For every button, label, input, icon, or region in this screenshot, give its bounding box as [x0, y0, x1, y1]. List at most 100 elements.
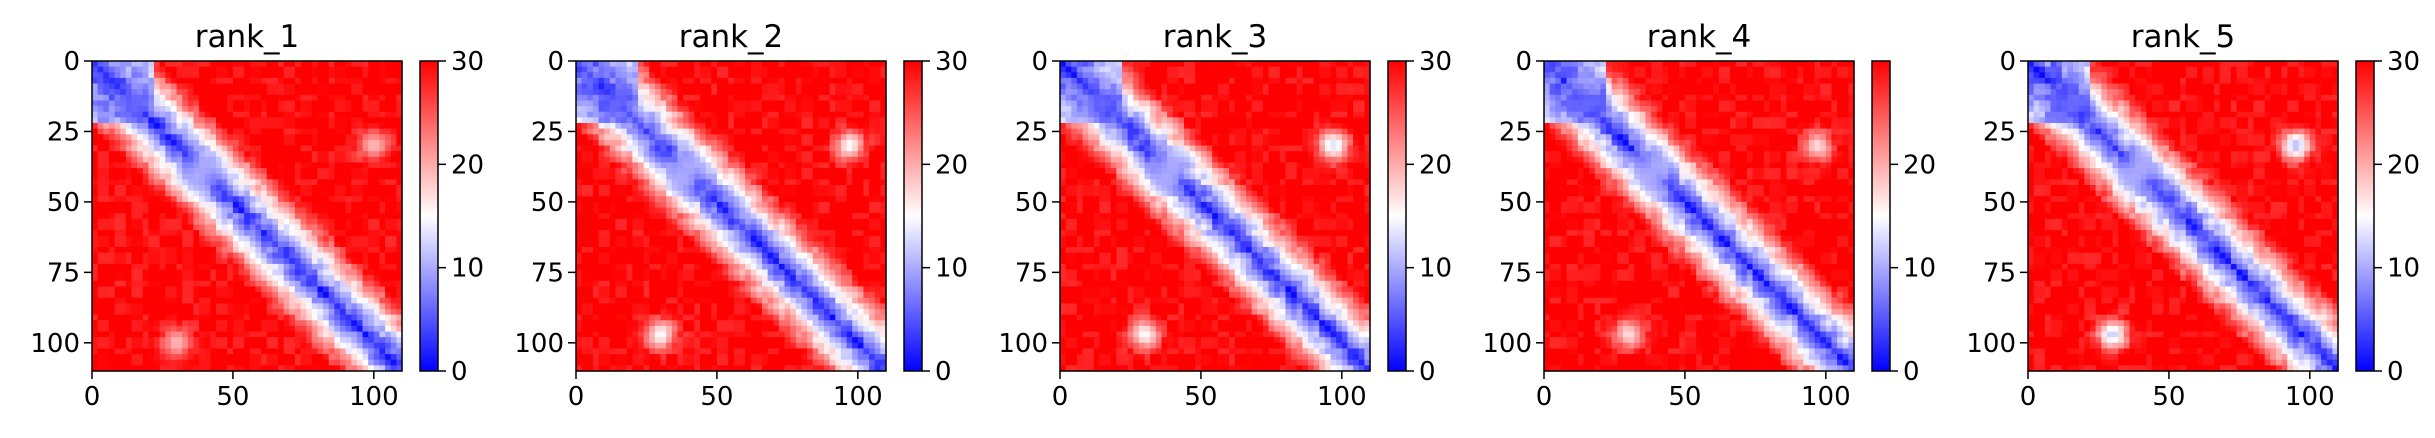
heatmap-cell: [266, 117, 273, 124]
heatmap-cell: [846, 156, 853, 164]
heatmap-cell: [148, 66, 155, 73]
y-tick-label: 100: [30, 329, 80, 359]
heatmap-cell: [193, 190, 200, 197]
heatmap-cell: [255, 359, 262, 366]
heatmap-cell: [716, 83, 724, 90]
heatmap-cell: [255, 179, 262, 186]
heatmap-cell: [148, 337, 155, 344]
heatmap-cell: [621, 252, 628, 259]
heatmap-cell: [385, 354, 392, 361]
heatmap-cell: [711, 106, 718, 113]
heatmap-cell: [289, 342, 296, 350]
heatmap-cell: [97, 201, 104, 209]
heatmap-cell: [244, 325, 251, 333]
heatmap-cell: [216, 117, 223, 124]
heatmap-cell: [334, 309, 341, 316]
heatmap-cell: [722, 94, 729, 102]
heatmap-cell: [182, 151, 189, 158]
heatmap-cell: [592, 61, 600, 68]
heatmap-cell: [249, 309, 257, 316]
heatmap-cell: [756, 241, 763, 248]
heatmap-cell: [261, 111, 268, 118]
heatmap-cell: [362, 94, 369, 102]
heatmap-cell: [187, 224, 195, 231]
heatmap-cell: [266, 207, 273, 214]
heatmap-cell: [97, 241, 104, 248]
heatmap-cell: [812, 196, 819, 203]
heatmap-cell: [728, 230, 735, 237]
heatmap-cell: [598, 173, 605, 180]
heatmap-cell: [103, 354, 110, 361]
heatmap-cell: [581, 134, 588, 141]
heatmap-cell: [829, 162, 836, 169]
heatmap-cell: [272, 280, 279, 288]
heatmap-cell: [278, 309, 285, 316]
heatmap-cell: [722, 185, 729, 192]
heatmap-cell: [863, 247, 870, 254]
heatmap-cell: [137, 230, 144, 237]
axes-frame: [91, 60, 403, 372]
heatmap-cell: [587, 117, 594, 124]
heatmap-cell: [874, 190, 881, 197]
heatmap-cell: [283, 269, 290, 276]
heatmap-cell: [351, 365, 358, 372]
heatmap-cell: [373, 342, 381, 350]
heatmap-cell: [705, 201, 712, 209]
heatmap-cell: [92, 292, 99, 299]
heatmap-cell: [390, 207, 397, 214]
heatmap-cell: [688, 66, 695, 73]
heatmap-cell: [351, 139, 358, 147]
heatmap-cell: [396, 297, 403, 304]
heatmap-cell: [108, 275, 116, 282]
heatmap-cell: [368, 173, 375, 180]
heatmap-cell: [103, 173, 110, 180]
heatmap-cell: [812, 247, 819, 254]
heatmap-cell: [705, 94, 712, 102]
heatmap-cell: [576, 201, 583, 209]
heatmap-cell: [581, 224, 588, 231]
heatmap-cell: [379, 292, 386, 299]
heatmap-cell: [300, 207, 307, 214]
heatmap-cell: [677, 123, 684, 130]
heatmap-cell: [688, 213, 695, 220]
heatmap-cell: [244, 83, 251, 90]
heatmap-cell: [807, 218, 814, 226]
heatmap-cell: [311, 325, 319, 333]
heatmap-cell: [244, 196, 251, 203]
heatmap-cell: [193, 309, 200, 316]
heatmap-cell: [795, 201, 803, 209]
heatmap-cell: [170, 61, 178, 68]
heatmap-cell: [722, 83, 729, 90]
heatmap-cell: [300, 106, 307, 113]
y-tick-label: 50: [47, 188, 80, 218]
heatmap-cell: [700, 151, 707, 158]
heatmap-cell: [846, 168, 853, 175]
heatmap-cell: [266, 123, 273, 130]
heatmap-cell: [142, 179, 149, 186]
heatmap-cell: [289, 117, 296, 124]
heatmap-cell: [846, 201, 853, 209]
heatmap-cell: [626, 61, 633, 68]
heatmap-cell: [204, 325, 211, 333]
heatmap-cell: [210, 94, 217, 102]
heatmap-cell: [176, 123, 183, 130]
heatmap-cell: [632, 77, 639, 85]
heatmap-cell: [159, 207, 166, 214]
heatmap-cell: [385, 173, 392, 180]
heatmap-cell: [148, 342, 155, 350]
heatmap-cell: [125, 241, 133, 248]
heatmap-cell: [762, 196, 769, 203]
heatmap-cell: [266, 314, 273, 321]
heatmap-cell: [165, 89, 172, 96]
heatmap-cell: [142, 173, 149, 180]
heatmap-cell: [683, 77, 690, 85]
heatmap-cell: [790, 241, 797, 248]
heatmap-cell: [762, 134, 769, 141]
heatmap-cell: [148, 151, 155, 158]
heatmap-cell: [154, 61, 161, 68]
heatmap-cell: [334, 162, 341, 169]
heatmap-cell: [694, 94, 701, 102]
heatmap-cell: [615, 190, 622, 197]
heatmap-cell: [700, 224, 707, 231]
heatmap-cell: [244, 168, 251, 175]
